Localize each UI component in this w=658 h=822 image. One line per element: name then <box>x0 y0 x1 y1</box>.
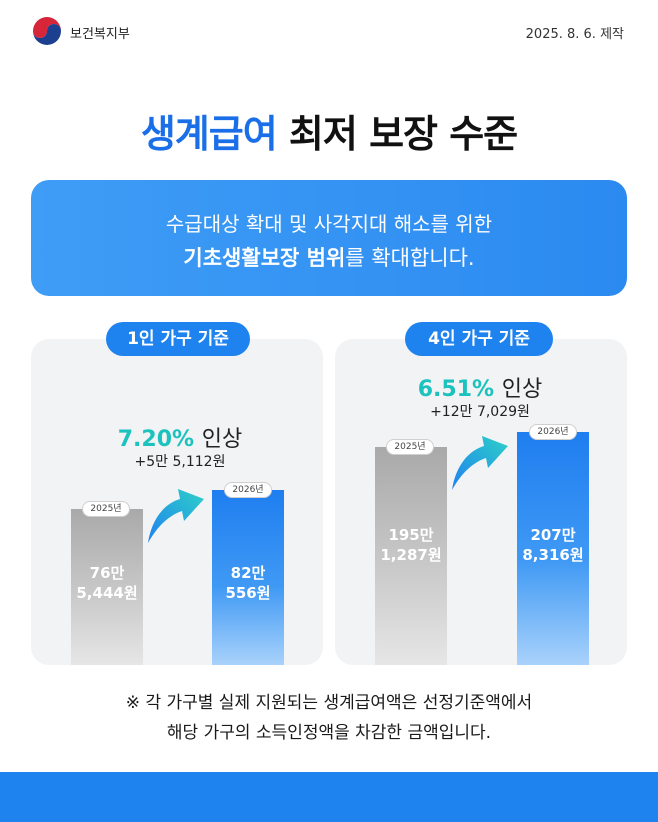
one-person-label: 1인 가구 기준 <box>106 322 250 356</box>
four-person-rate: 6.51% 인상 <box>400 371 560 403</box>
banner-line-2: 기초생활보장 범위를 확대합니다. <box>31 242 627 272</box>
one-person-2026-value-1: 82만 <box>230 564 266 582</box>
page-title: 생계급여 최저 보장 수준 <box>0 103 658 158</box>
four-person-rate-word: 인상 <box>501 377 543 402</box>
footnote-line-2: 해당 가구의 소득인정액을 차감한 금액입니다. <box>166 723 492 743</box>
title-rest: 최저 보장 수준 <box>288 112 518 156</box>
header: 보건복지부 2025. 8. 6. 제작 <box>0 0 658 60</box>
info-banner: 수급대상 확대 및 사각지대 해소를 위한 기초생활보장 범위를 확대합니다. <box>31 180 627 296</box>
four-person-diff: +12만 7,029원 <box>430 404 530 420</box>
four-person-year-2026: 2026년 <box>529 424 577 440</box>
four-person-2025-value-2: 1,287원 <box>380 546 442 564</box>
four-person-bar-2025: 195만 1,287원 <box>375 447 447 665</box>
increase-arrow-icon <box>148 489 204 543</box>
four-person-rate-percent: 6.51% <box>417 377 495 402</box>
banner-line-1: 수급대상 확대 및 사각지대 해소를 위한 <box>165 212 493 236</box>
one-person-year-2026: 2026년 <box>224 482 272 498</box>
four-person-year-2025: 2025년 <box>386 439 434 455</box>
one-person-2025-value-2: 5,444원 <box>76 584 138 602</box>
one-person-bar-2026: 82만 556원 <box>212 490 284 665</box>
four-person-2026-value-1: 207만 <box>530 526 576 544</box>
footnote: ※ 각 가구별 실제 지원되는 생계급여액은 선정기준액에서 해당 가구의 소득… <box>0 688 658 748</box>
footnote-line-1: ※ 각 가구별 실제 지원되는 생계급여액은 선정기준액에서 <box>125 693 533 713</box>
four-person-label: 4인 가구 기준 <box>405 322 553 356</box>
four-person-bar-2026: 207만 8,316원 <box>517 432 589 665</box>
increase-arrow-icon <box>452 436 508 490</box>
one-person-rate-percent: 7.20% <box>117 427 195 452</box>
four-person-2025-value-1: 195만 <box>388 526 434 544</box>
production-date: 2025. 8. 6. 제작 <box>525 27 624 42</box>
one-person-bar-2025: 76만 5,444원 <box>71 509 143 665</box>
ministry-name: 보건복지부 <box>70 27 130 42</box>
banner-rest-text: 를 확대합니다. <box>345 246 475 270</box>
one-person-diff: +5만 5,112원 <box>134 454 226 470</box>
banner-bold-text: 기초생활보장 범위 <box>183 246 346 270</box>
one-person-2026-value-2: 556원 <box>225 584 271 602</box>
taegeuk-logo-icon <box>33 17 61 45</box>
footer-bar <box>0 772 658 822</box>
one-person-year-2025: 2025년 <box>82 501 130 517</box>
one-person-rate-word: 인상 <box>201 427 243 452</box>
title-highlight: 생계급여 <box>140 112 278 156</box>
four-person-2026-value-2: 8,316원 <box>522 546 584 564</box>
one-person-rate: 7.20% 인상 <box>100 421 260 453</box>
one-person-2025-value-1: 76만 <box>89 564 125 582</box>
